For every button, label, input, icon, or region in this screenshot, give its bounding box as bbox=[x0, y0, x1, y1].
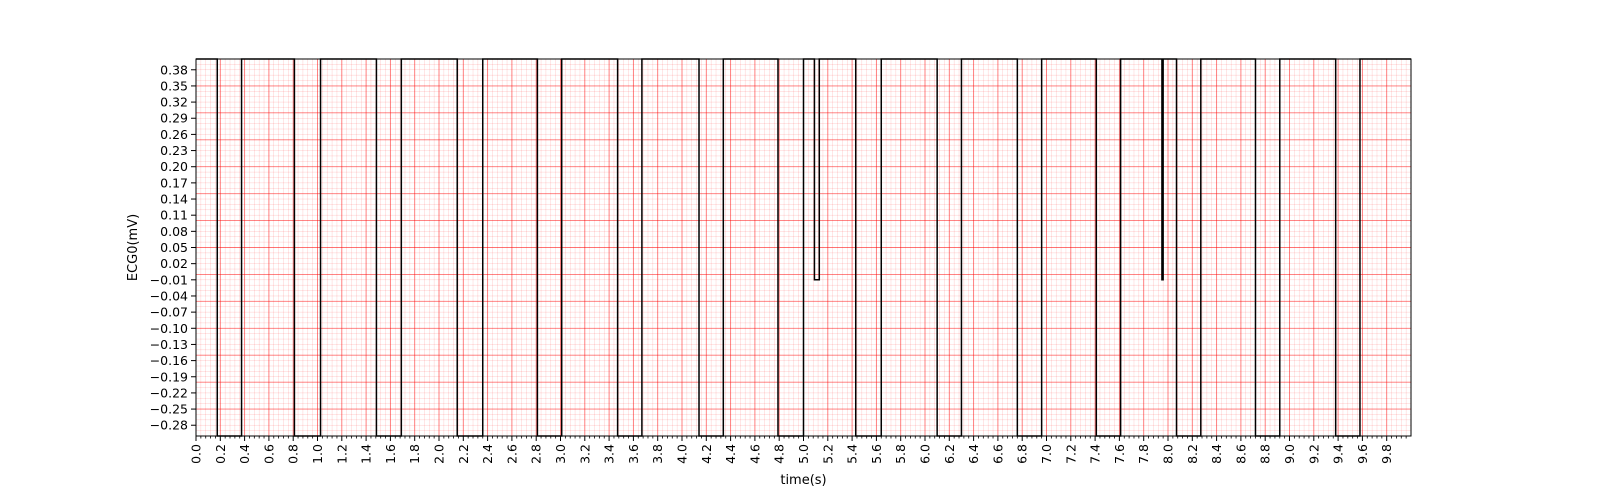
x-axis-label: time(s) bbox=[780, 473, 826, 488]
y-tick-label: 0.32 bbox=[160, 95, 188, 110]
y-tick-label: 0.05 bbox=[160, 240, 188, 255]
x-tick-label: 1.8 bbox=[407, 444, 422, 464]
x-tick-label: 2.6 bbox=[504, 444, 519, 464]
x-tick-label: 6.2 bbox=[942, 444, 957, 464]
x-tick-label: 5.8 bbox=[893, 444, 908, 464]
x-tick-label: 9.2 bbox=[1306, 444, 1321, 464]
x-tick-label: 3.2 bbox=[577, 444, 592, 464]
x-tick-label: 8.0 bbox=[1161, 444, 1176, 464]
x-tick-label: 2.2 bbox=[456, 444, 471, 464]
x-tick-label: 4.8 bbox=[772, 444, 787, 464]
x-tick-label: 3.6 bbox=[626, 444, 641, 464]
y-tick-label: −0.13 bbox=[150, 337, 188, 352]
y-tick-label: −0.07 bbox=[150, 305, 188, 320]
ecg-trace bbox=[196, 58, 1411, 437]
x-tick-label: 1.0 bbox=[310, 444, 325, 464]
x-tick-label: 2.4 bbox=[480, 444, 495, 464]
x-tick-label: 8.6 bbox=[1233, 444, 1248, 464]
y-axis: 0.380.35 0.320.290.260.230.200.17 0.140.11… bbox=[150, 62, 196, 433]
x-tick-label: 4.2 bbox=[699, 444, 714, 464]
x-tick-label: 0.0 bbox=[189, 444, 204, 464]
x-tick-label: 4.6 bbox=[747, 444, 762, 464]
x-tick-label: 6.4 bbox=[966, 444, 981, 464]
x-tick-label: 1.2 bbox=[334, 444, 349, 464]
x-tick-label: 9.0 bbox=[1282, 444, 1297, 464]
y-tick-label: 0.29 bbox=[160, 111, 188, 126]
x-tick-label: 7.4 bbox=[1088, 444, 1103, 464]
x-tick-label: 7.2 bbox=[1063, 444, 1078, 464]
x-tick-label: 4.4 bbox=[723, 444, 738, 464]
x-tick-label: 2.8 bbox=[529, 444, 544, 464]
x-tick-label: 6.0 bbox=[918, 444, 933, 464]
x-tick-label: 5.2 bbox=[820, 444, 835, 464]
ecg-series-line bbox=[196, 58, 1411, 437]
x-tick-label: 0.2 bbox=[213, 444, 228, 464]
x-tick-label: 7.6 bbox=[1112, 444, 1127, 464]
x-tick-label: 4.0 bbox=[675, 444, 690, 464]
x-tick-label: 7.0 bbox=[1039, 444, 1054, 464]
y-tick-label: 0.02 bbox=[160, 256, 188, 271]
x-tick-label: 5.6 bbox=[869, 444, 884, 464]
x-tick-label: 0.6 bbox=[261, 444, 276, 464]
x-tick-label: 8.4 bbox=[1209, 444, 1224, 464]
y-tick-label: −0.04 bbox=[150, 288, 188, 303]
y-tick-label: −0.28 bbox=[150, 418, 188, 433]
y-tick-label: −0.19 bbox=[150, 369, 188, 384]
y-tick-label: 0.20 bbox=[160, 159, 188, 174]
x-tick-label: 2.0 bbox=[432, 444, 447, 464]
x-tick-label: 9.8 bbox=[1379, 444, 1394, 464]
y-tick-label: −0.01 bbox=[150, 272, 188, 287]
x-tick-label: 0.4 bbox=[237, 444, 252, 464]
y-tick-label: −0.25 bbox=[150, 402, 188, 417]
y-tick-label: 0.17 bbox=[160, 175, 188, 190]
x-tick-label: 3.8 bbox=[650, 444, 665, 464]
x-tick-label: 3.4 bbox=[602, 444, 617, 464]
x-tick-label: 6.6 bbox=[990, 444, 1005, 464]
y-tick-label: −0.16 bbox=[150, 353, 188, 368]
x-tick-label: 9.6 bbox=[1355, 444, 1370, 464]
y-tick-label: 0.23 bbox=[160, 143, 188, 158]
x-tick-label: 1.4 bbox=[359, 444, 374, 464]
y-tick-label: 0.35 bbox=[160, 78, 188, 93]
x-tick-label: 5.0 bbox=[796, 444, 811, 464]
y-tick-label: 0.14 bbox=[160, 192, 188, 207]
x-tick-label: 3.0 bbox=[553, 444, 568, 464]
x-tick-label: 8.2 bbox=[1185, 444, 1200, 464]
x-tick-label: 8.8 bbox=[1258, 444, 1273, 464]
y-tick-label: 0.08 bbox=[160, 224, 188, 239]
y-tick-label: −0.22 bbox=[150, 385, 188, 400]
x-axis: 0.0 0.2 0.4 0.6 0.8 1.0 1.2 1.4 1.6 1.8 2.0 2.2 2.4 2… bbox=[189, 436, 1407, 464]
x-tick-label: 7.8 bbox=[1136, 444, 1151, 464]
x-tick-label: 0.8 bbox=[286, 444, 301, 464]
x-tick-label: 1.6 bbox=[383, 444, 398, 464]
y-tick-label: 0.11 bbox=[160, 208, 188, 223]
y-tick-label: 0.26 bbox=[160, 127, 188, 142]
x-tick-label: 9.4 bbox=[1331, 444, 1346, 464]
y-tick-label: −0.10 bbox=[150, 321, 188, 336]
y-axis-label: ECG0(mV) bbox=[126, 214, 141, 281]
x-tick-label: 5.4 bbox=[845, 444, 860, 464]
y-tick-label: 0.38 bbox=[160, 62, 188, 77]
x-tick-label: 6.8 bbox=[1015, 444, 1030, 464]
